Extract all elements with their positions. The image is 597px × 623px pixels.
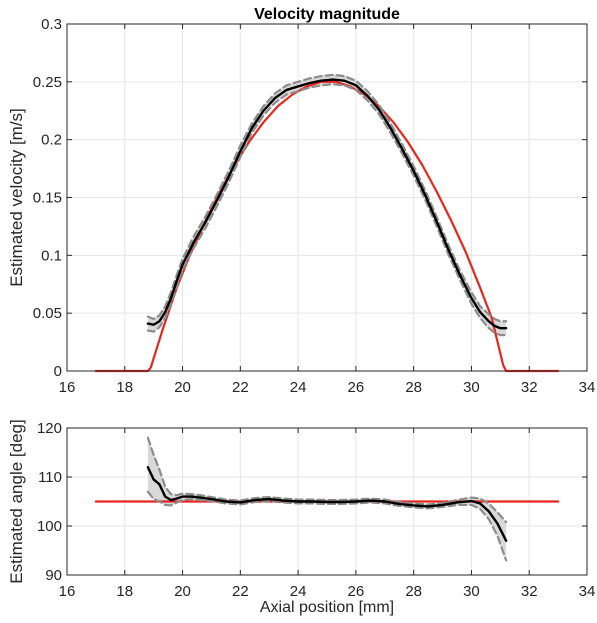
velocity-chart-title: Velocity magnitude	[254, 6, 400, 23]
x-tick-label: 32	[521, 379, 538, 396]
x-tick-label: 26	[348, 379, 365, 396]
angle-lines	[94, 436, 560, 562]
x-tick-label: 34	[579, 583, 596, 600]
x-tick-label: 24	[290, 583, 307, 600]
x-tick-label: 22	[232, 583, 249, 600]
angle-axes-frame	[66, 427, 588, 576]
y-tick-label: 100	[37, 518, 62, 535]
x-tick-label: 30	[463, 583, 480, 600]
x-tick-label: 16	[59, 583, 76, 600]
y-tick-label: 90	[45, 567, 62, 584]
x-tick-label: 18	[116, 583, 133, 600]
x-tick-label: 32	[521, 583, 538, 600]
upper-bound-line	[146, 73, 508, 323]
x-tick-label: 16	[59, 379, 76, 396]
lower-bound-line	[146, 490, 508, 562]
y-tick-label: 0.25	[33, 74, 62, 91]
x-tick-label: 28	[405, 583, 422, 600]
x-tick-label: 20	[174, 583, 191, 600]
upper-bound-line	[146, 436, 508, 524]
velocity-lines	[94, 73, 560, 373]
y-tick-label: 0.1	[41, 247, 62, 264]
x-tick-label: 18	[116, 379, 133, 396]
y-tick-label: 0.15	[33, 190, 62, 207]
y-tick-label: 0.2	[41, 132, 62, 149]
y-tick-label: 0.3	[41, 16, 62, 33]
angle-ticks: 16 18 20 22 24 26 28 30 32 34 90 100 110 120	[37, 420, 595, 600]
x-tick-label: 34	[579, 379, 596, 396]
x-tick-label: 26	[348, 583, 365, 600]
x-tick-label: 20	[174, 379, 191, 396]
x-tick-label: 28	[405, 379, 422, 396]
velocity-panel: 16 18 20 22 24 26 28 30 32 34 0 0.05 0.1 0.15 0.2 0.25 0…	[7, 6, 595, 396]
estimate-line	[146, 78, 508, 330]
velocity-y-axis-label: Estimated velocity [m/s]	[7, 108, 26, 287]
angle-x-axis-label: Axial position [mm]	[260, 599, 394, 616]
y-tick-label: 110	[38, 469, 62, 486]
angle-panel: 16 18 20 22 24 26 28 30 32 34 90 100 110 120 Estimate…	[7, 419, 595, 616]
estimate-line	[146, 466, 508, 542]
y-tick-label: 0.05	[33, 305, 62, 322]
y-tick-label: 0	[54, 363, 62, 380]
x-tick-label: 24	[290, 379, 307, 396]
x-tick-label: 30	[463, 379, 480, 396]
x-tick-label: 22	[232, 379, 249, 396]
velocity-ticks: 16 18 20 22 24 26 28 30 32 34 0 0.05 0.1 0.15 0.2 0.25 0…	[33, 16, 596, 396]
angle-y-axis-label: Estimated angle [deg]	[7, 419, 26, 583]
y-tick-label: 120	[37, 420, 62, 437]
